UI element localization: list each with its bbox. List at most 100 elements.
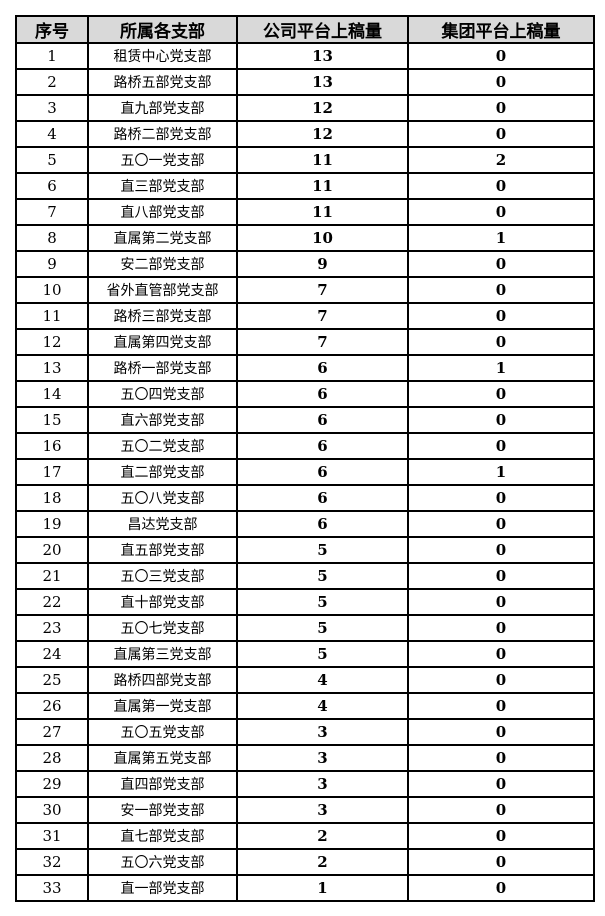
table-row: 12 直属第四党支部 7 0 — [15, 328, 595, 356]
company-count: 5 — [236, 536, 409, 564]
branch-name: 路桥三部党支部 — [87, 302, 238, 330]
company-count: 9 — [236, 250, 409, 278]
group-count: 0 — [407, 68, 595, 96]
table-row: 18 五〇八党支部 6 0 — [15, 484, 595, 512]
group-count: 0 — [407, 718, 595, 746]
branch-name: 五〇六党支部 — [87, 848, 238, 876]
group-count: 0 — [407, 770, 595, 798]
group-count: 0 — [407, 640, 595, 668]
company-count: 6 — [236, 458, 409, 486]
company-count: 12 — [236, 120, 409, 148]
group-count: 0 — [407, 432, 595, 460]
group-count: 0 — [407, 380, 595, 408]
group-count: 0 — [407, 172, 595, 200]
row-index: 7 — [15, 198, 89, 226]
company-count: 7 — [236, 328, 409, 356]
table-row: 1 租赁中心党支部 13 0 — [15, 42, 595, 70]
group-count: 0 — [407, 666, 595, 694]
branch-name: 直属第二党支部 — [87, 224, 238, 252]
table-row: 32 五〇六党支部 2 0 — [15, 848, 595, 876]
group-count: 0 — [407, 796, 595, 824]
branch-name: 直一部党支部 — [87, 874, 238, 902]
submission-table: 序号 所属各支部 公司平台上稿量 集团平台上稿量 1 租赁中心党支部 13 0 2 路桥五… — [15, 15, 595, 902]
group-count: 0 — [407, 42, 595, 70]
table-row: 2 路桥五部党支部 13 0 — [15, 68, 595, 96]
table-row: 15 直六部党支部 6 0 — [15, 406, 595, 434]
company-count: 6 — [236, 406, 409, 434]
table-row: 5 五〇一党支部 11 2 — [15, 146, 595, 174]
table-row: 6 直三部党支部 11 0 — [15, 172, 595, 200]
row-index: 10 — [15, 276, 89, 304]
branch-name: 五〇七党支部 — [87, 614, 238, 642]
company-count: 5 — [236, 614, 409, 642]
row-index: 13 — [15, 354, 89, 382]
group-count: 2 — [407, 146, 595, 174]
header-group-count: 集团平台上稿量 — [407, 15, 595, 44]
company-count: 3 — [236, 718, 409, 746]
branch-name: 直七部党支部 — [87, 822, 238, 850]
row-index: 16 — [15, 432, 89, 460]
table-row: 21 五〇三党支部 5 0 — [15, 562, 595, 590]
row-index: 28 — [15, 744, 89, 772]
table-row: 3 直九部党支部 12 0 — [15, 94, 595, 122]
group-count: 0 — [407, 510, 595, 538]
company-count: 13 — [236, 42, 409, 70]
group-count: 1 — [407, 224, 595, 252]
company-count: 3 — [236, 796, 409, 824]
group-count: 0 — [407, 406, 595, 434]
row-index: 6 — [15, 172, 89, 200]
header-index: 序号 — [15, 15, 89, 44]
table-row: 7 直八部党支部 11 0 — [15, 198, 595, 226]
row-index: 21 — [15, 562, 89, 590]
company-count: 12 — [236, 94, 409, 122]
table-row: 29 直四部党支部 3 0 — [15, 770, 595, 798]
row-index: 17 — [15, 458, 89, 486]
group-count: 0 — [407, 120, 595, 148]
row-index: 8 — [15, 224, 89, 252]
row-index: 26 — [15, 692, 89, 720]
table-row: 11 路桥三部党支部 7 0 — [15, 302, 595, 330]
company-count: 5 — [236, 640, 409, 668]
table-row: 8 直属第二党支部 10 1 — [15, 224, 595, 252]
company-count: 11 — [236, 172, 409, 200]
company-count: 6 — [236, 380, 409, 408]
company-count: 2 — [236, 848, 409, 876]
company-count: 1 — [236, 874, 409, 902]
company-count: 13 — [236, 68, 409, 96]
row-index: 27 — [15, 718, 89, 746]
row-index: 30 — [15, 796, 89, 824]
group-count: 0 — [407, 198, 595, 226]
branch-name: 直九部党支部 — [87, 94, 238, 122]
row-index: 24 — [15, 640, 89, 668]
table-row: 28 直属第五党支部 3 0 — [15, 744, 595, 772]
branch-name: 直八部党支部 — [87, 198, 238, 226]
table-row: 22 直十部党支部 5 0 — [15, 588, 595, 616]
table-row: 14 五〇四党支部 6 0 — [15, 380, 595, 408]
table-row: 9 安二部党支部 9 0 — [15, 250, 595, 278]
branch-name: 昌达党支部 — [87, 510, 238, 538]
branch-name: 安一部党支部 — [87, 796, 238, 824]
table-row: 27 五〇五党支部 3 0 — [15, 718, 595, 746]
company-count: 4 — [236, 666, 409, 694]
table-row: 20 直五部党支部 5 0 — [15, 536, 595, 564]
company-count: 6 — [236, 510, 409, 538]
row-index: 1 — [15, 42, 89, 70]
row-index: 29 — [15, 770, 89, 798]
table-row: 13 路桥一部党支部 6 1 — [15, 354, 595, 382]
row-index: 25 — [15, 666, 89, 694]
group-count: 0 — [407, 328, 595, 356]
row-index: 18 — [15, 484, 89, 512]
row-index: 33 — [15, 874, 89, 902]
branch-name: 直五部党支部 — [87, 536, 238, 564]
branch-name: 五〇三党支部 — [87, 562, 238, 590]
group-count: 0 — [407, 874, 595, 902]
branch-name: 直属第三党支部 — [87, 640, 238, 668]
branch-name: 省外直管部党支部 — [87, 276, 238, 304]
group-count: 0 — [407, 484, 595, 512]
company-count: 7 — [236, 276, 409, 304]
table-row: 26 直属第一党支部 4 0 — [15, 692, 595, 720]
company-count: 11 — [236, 146, 409, 174]
table-row: 23 五〇七党支部 5 0 — [15, 614, 595, 642]
group-count: 0 — [407, 692, 595, 720]
group-count: 0 — [407, 250, 595, 278]
